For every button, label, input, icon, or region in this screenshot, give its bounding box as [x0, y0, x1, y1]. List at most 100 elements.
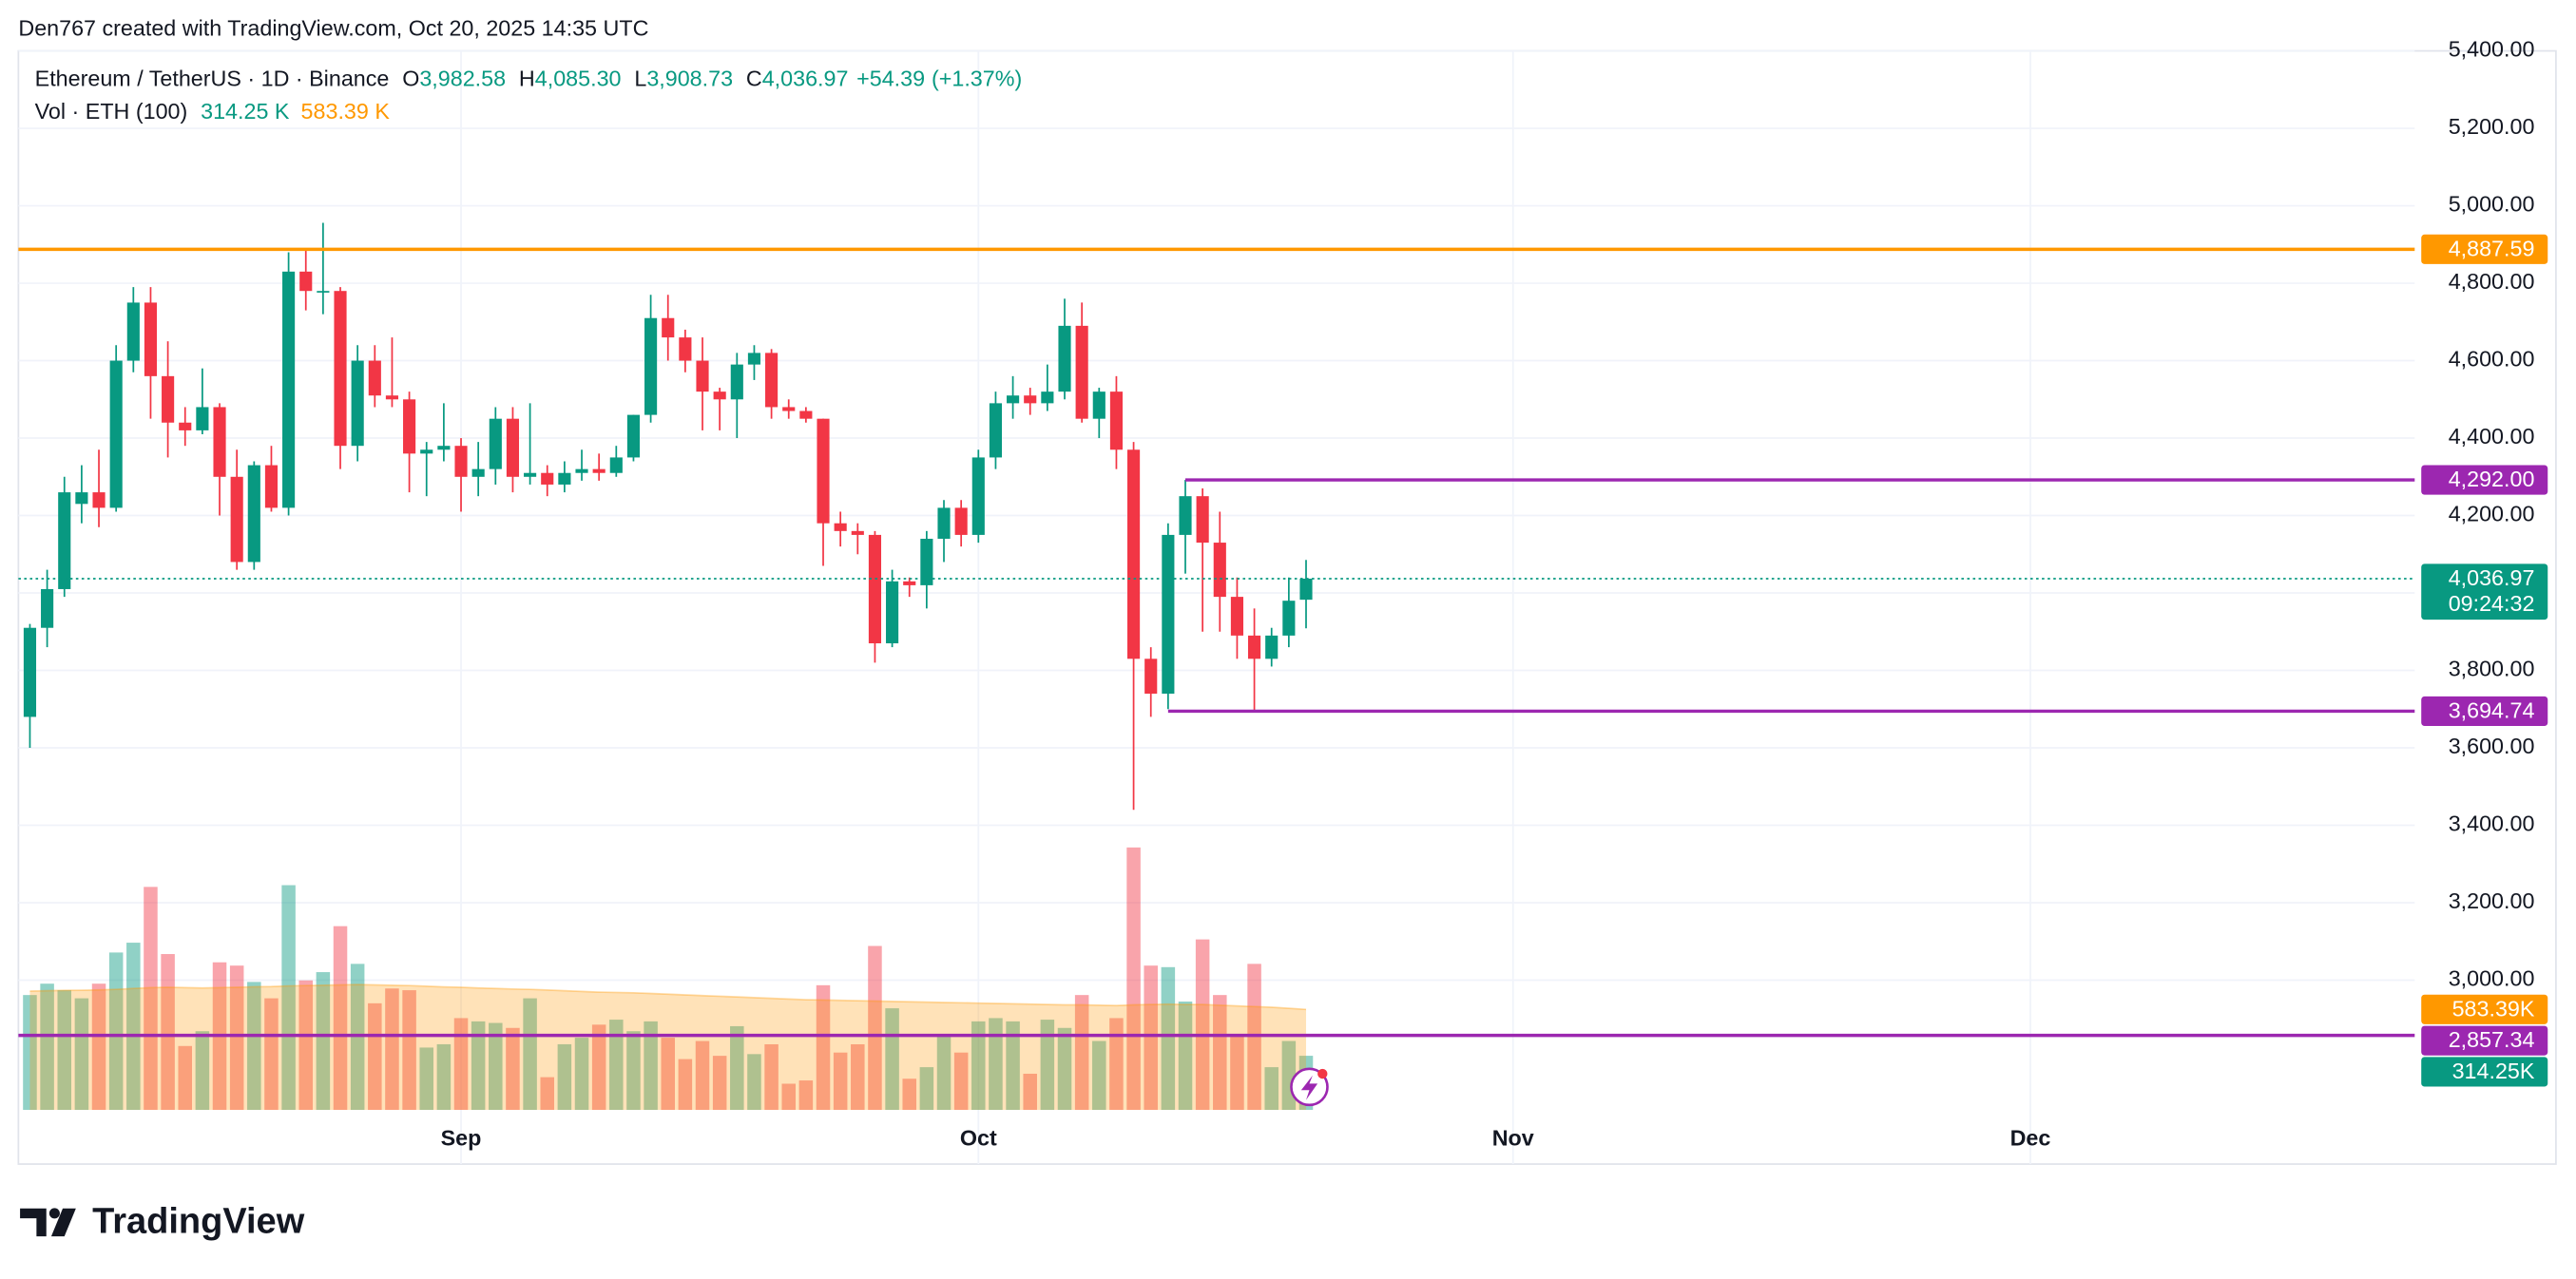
replay-icon[interactable] [1290, 1067, 1329, 1107]
y-tick-label: 3,200.00 [2449, 888, 2535, 913]
candle-body [1058, 325, 1071, 392]
volume-bar [902, 1079, 916, 1111]
volume-bar [953, 1052, 969, 1111]
volume-bar [108, 952, 124, 1111]
x-tick-label: Dec [2010, 1125, 2051, 1150]
volume-bar [178, 1045, 193, 1111]
candle-body [230, 476, 243, 563]
volume-axis-label-box [2421, 1057, 2548, 1087]
candle-body [196, 407, 209, 430]
price-level-label: 3,694.74 [2449, 697, 2535, 722]
candle-body [1179, 496, 1192, 535]
legend-value: 4,085.30 [535, 67, 622, 91]
candle-body [282, 271, 296, 508]
last-price-box [2421, 563, 2548, 620]
volume-ma-axis-label-box [2421, 994, 2548, 1024]
candle-body [903, 581, 916, 585]
volume-bar [385, 988, 399, 1111]
candle-body [334, 291, 347, 447]
candle-body [351, 360, 364, 447]
candle-body [454, 446, 468, 477]
volume-bar [730, 1025, 744, 1111]
candle-body [489, 418, 502, 469]
legend-volume: Vol · ETH (100) 314.25 K 583.39 K [35, 99, 391, 124]
candle-body [23, 627, 37, 717]
volume-bar [885, 1008, 899, 1111]
volume-bar [316, 972, 331, 1111]
volume-bar [540, 1077, 554, 1111]
volume-bar [195, 1031, 210, 1111]
volume-bar [1195, 939, 1210, 1111]
x-tick-label: Oct [960, 1125, 997, 1150]
volume-bar [57, 990, 72, 1111]
candle-body [1092, 391, 1105, 419]
volume-bar [1213, 995, 1227, 1111]
volume-ma-area [29, 984, 1307, 1111]
volume-bar [247, 982, 261, 1111]
brand-name: TradingView [92, 1201, 305, 1241]
volume-bar [919, 1067, 934, 1111]
candle-body [1144, 659, 1158, 694]
candle-body [1041, 391, 1054, 404]
candle-body [765, 353, 779, 408]
volume-bar [971, 1021, 986, 1111]
legend: Ethereum / TetherUS · 1D · Binance O3,982… [35, 67, 1023, 124]
candle-body [1265, 635, 1278, 659]
volume-bar [1126, 847, 1141, 1111]
candle-body [1213, 543, 1226, 598]
candle-body [264, 465, 279, 508]
volume-bar [1040, 1020, 1055, 1111]
volume-bar [1092, 1040, 1106, 1111]
candle-body [851, 530, 864, 535]
legend-change: +54.39 [856, 67, 925, 91]
volume-bar [489, 1022, 503, 1111]
volume-bar [1074, 995, 1089, 1111]
candle-body [1007, 395, 1020, 404]
candle-body [834, 523, 847, 531]
candle-body [747, 353, 761, 365]
candle-body [1196, 496, 1209, 544]
volume-bar [1161, 966, 1176, 1111]
candle-body [575, 468, 588, 473]
volume-bar [1006, 1021, 1020, 1111]
candle-body [1127, 449, 1141, 659]
volume-bar [936, 1034, 952, 1111]
candle-body [937, 507, 951, 539]
volume-bar [626, 1031, 641, 1111]
candle-body [1230, 597, 1244, 636]
candle-body [403, 399, 416, 454]
volume-ma-line [29, 983, 1307, 1011]
y-tick-label: 5,400.00 [2449, 37, 2535, 62]
price-level-label-box [2421, 696, 2548, 726]
candle-body [971, 457, 985, 535]
legend-value: 4,036.97 [762, 67, 849, 91]
price-level-label-box [2421, 234, 2548, 264]
volume-bar [816, 984, 831, 1111]
legend-key: C [746, 67, 762, 91]
x-tick-label: Sep [441, 1125, 482, 1150]
volume-bar [333, 926, 348, 1111]
x-tick-label: Nov [1492, 1125, 1534, 1150]
volume-bar [1264, 1067, 1278, 1111]
volume-bar [781, 1083, 796, 1111]
candle-body [75, 492, 88, 505]
candle-body [662, 317, 675, 338]
candle-body [558, 472, 571, 485]
candle-body [1075, 325, 1088, 419]
brand-logo [20, 1208, 76, 1237]
volume-bar [695, 1040, 710, 1111]
candle-body [1162, 534, 1175, 694]
candle-body [109, 360, 123, 508]
legend-key: H [519, 67, 535, 91]
candle-body [92, 492, 106, 508]
candle-body [317, 291, 330, 293]
volume-bar [144, 887, 158, 1111]
candle-body [506, 418, 520, 477]
volume-bar [591, 1024, 606, 1111]
volume-bar [678, 1059, 693, 1111]
candle-body [679, 337, 692, 361]
candle-body [420, 449, 433, 454]
candle-body [592, 468, 606, 473]
